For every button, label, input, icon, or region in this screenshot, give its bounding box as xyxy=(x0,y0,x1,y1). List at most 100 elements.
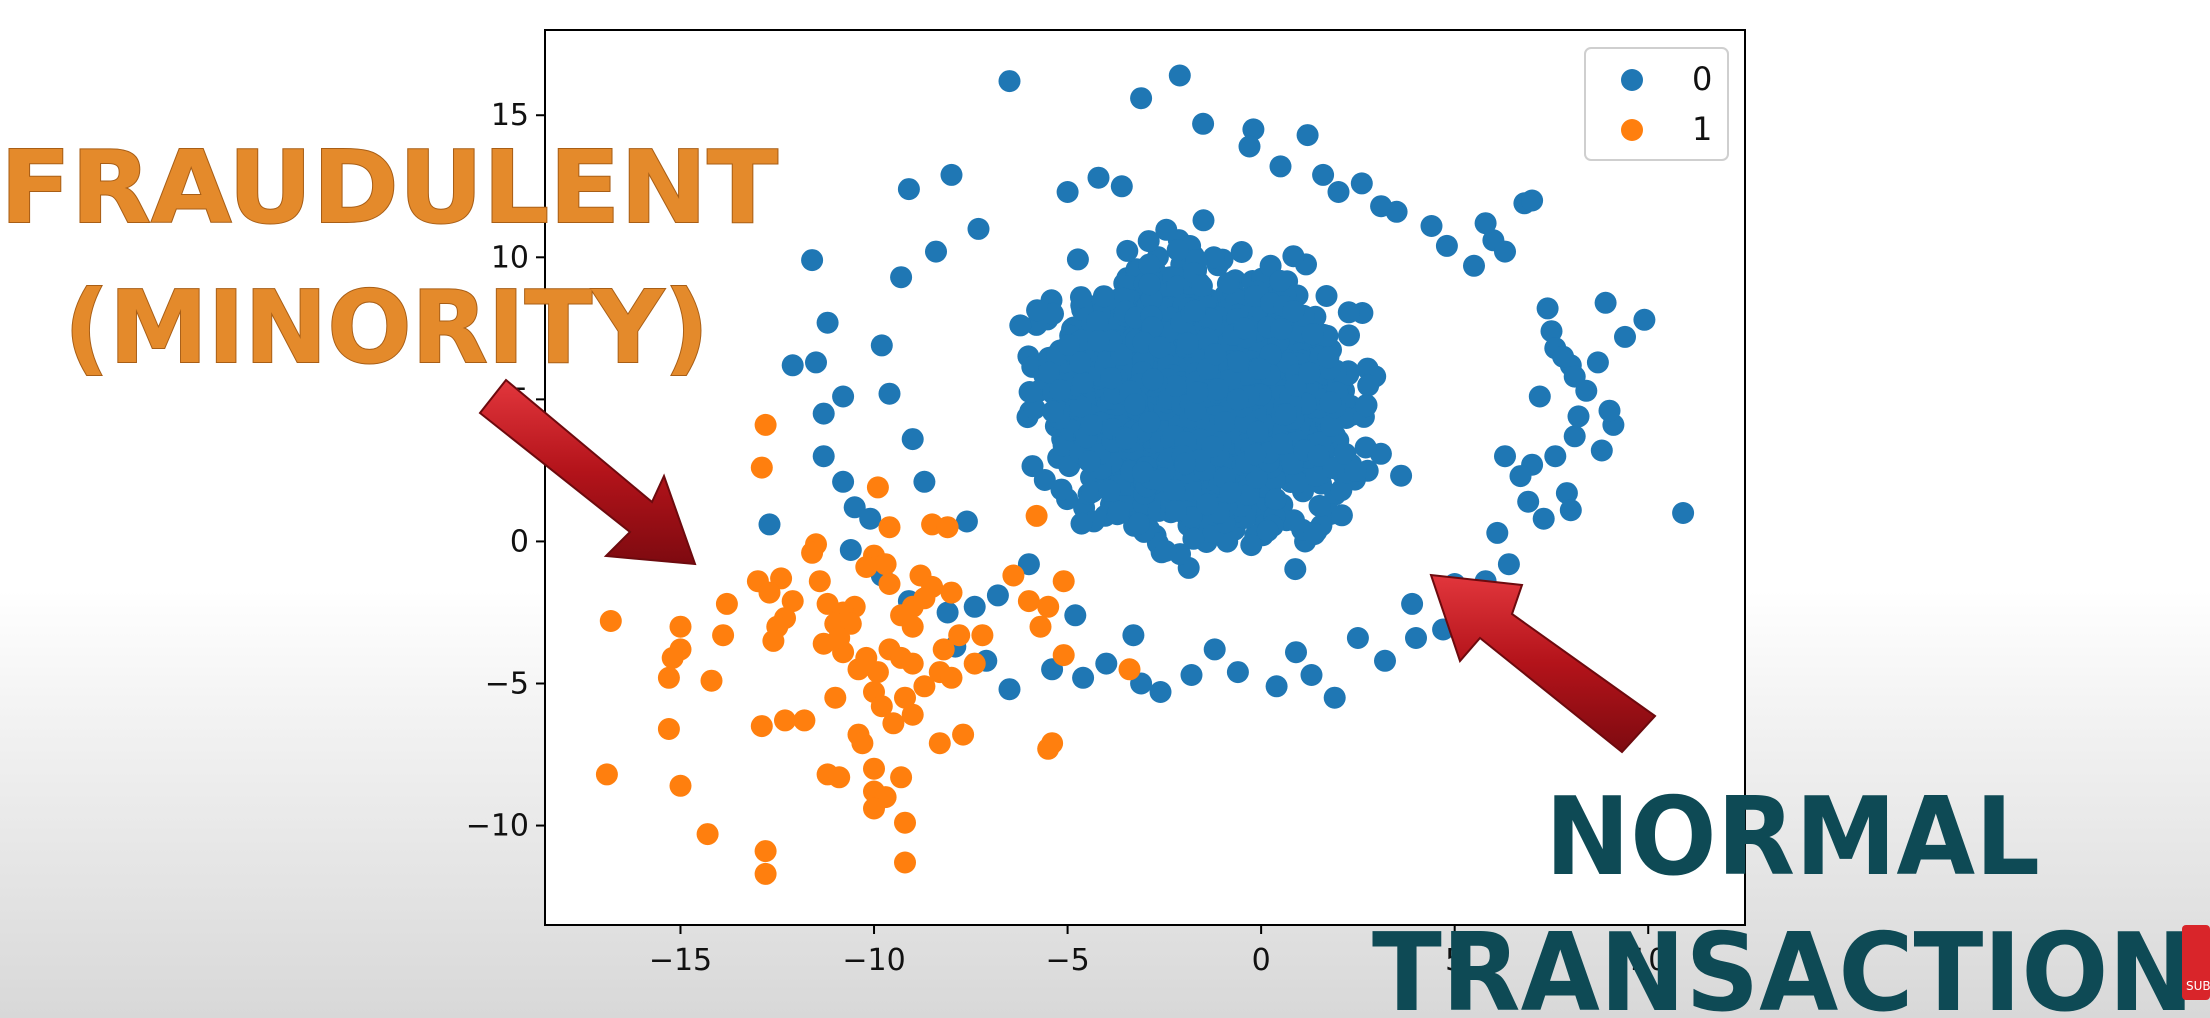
series-0-point xyxy=(1130,87,1153,110)
series-0-point xyxy=(1202,246,1225,269)
series-0-point xyxy=(998,70,1021,93)
series-1-point xyxy=(1118,658,1141,681)
series-0-point xyxy=(1344,459,1367,482)
legend: 0 1 xyxy=(1584,47,1729,161)
fraudulent-label: FRAUDULENT xyxy=(0,129,778,246)
series-0-point xyxy=(1137,230,1160,253)
series-0-point xyxy=(1098,479,1121,502)
series-0-point xyxy=(1563,425,1586,448)
series-0-point xyxy=(1080,414,1103,436)
series-0-point xyxy=(1536,297,1559,320)
series-1-point xyxy=(901,652,924,675)
series-1-point xyxy=(971,624,994,647)
series-1-point xyxy=(828,766,851,789)
series-0-point xyxy=(1559,499,1582,522)
fraud-arrow xyxy=(478,378,697,566)
series-0-point xyxy=(1330,504,1353,527)
series-0-point xyxy=(1138,411,1161,434)
series-1-point xyxy=(754,862,777,885)
series-1-point xyxy=(874,553,897,576)
series-0-point xyxy=(1165,499,1187,522)
series-0-point xyxy=(1086,310,1109,333)
legend-marker-1 xyxy=(1621,119,1643,141)
series-0-point xyxy=(1166,239,1189,261)
series-1-point xyxy=(890,766,913,789)
series-0-point xyxy=(1110,175,1133,198)
series-1-point xyxy=(894,686,916,709)
series-0-point xyxy=(1264,488,1287,511)
series-0-point xyxy=(890,266,913,289)
series-0-point xyxy=(998,678,1021,701)
series-0-point xyxy=(832,385,855,408)
series-1-point xyxy=(855,556,878,578)
series-0-point xyxy=(1237,484,1260,506)
series-0-point xyxy=(1127,512,1150,535)
x-axis: −15 −10 −5 0 5 10 xyxy=(649,925,1667,978)
y-tick-label: 0 xyxy=(510,524,529,559)
subscribe-badge[interactable]: SUB xyxy=(2182,925,2210,1000)
series-0-point xyxy=(1115,427,1138,450)
series-0-point xyxy=(1315,285,1338,307)
series-0-point xyxy=(1303,523,1326,546)
series-0-point xyxy=(901,428,924,451)
series-0-point xyxy=(1069,351,1092,374)
series-1-point xyxy=(901,615,924,638)
legend-marker-0 xyxy=(1621,69,1643,91)
series-0-point xyxy=(1245,466,1268,489)
series-0-point xyxy=(1346,627,1369,649)
series-0-point xyxy=(1305,464,1328,487)
series-0-point xyxy=(1154,540,1177,562)
y-tick-label: −10 xyxy=(466,809,529,844)
series-1-point xyxy=(882,712,905,735)
series-0-point xyxy=(801,249,824,272)
series-0-point xyxy=(1174,452,1197,475)
series-0-point xyxy=(1087,330,1110,353)
series-0-point xyxy=(1078,450,1101,473)
x-tick-label: 0 xyxy=(1252,943,1271,978)
subscribe-icon[interactable] xyxy=(2182,925,2210,1000)
series-0-point xyxy=(1214,411,1236,434)
x-tick-label: −15 xyxy=(649,943,712,978)
series-0-point xyxy=(1070,512,1093,535)
series-1-point xyxy=(1037,737,1060,760)
series-0-point xyxy=(1586,351,1609,374)
series-0-point xyxy=(1486,521,1509,544)
series-0-point xyxy=(1282,300,1305,323)
series-0-point xyxy=(1338,324,1360,347)
series-1-point xyxy=(894,811,916,834)
series-0-point xyxy=(1192,209,1215,232)
series-0-point xyxy=(1298,361,1321,384)
series-0-point xyxy=(1463,254,1485,277)
series-0-point xyxy=(1056,181,1079,203)
series-0-point xyxy=(1319,391,1342,414)
series-0-point xyxy=(1155,218,1178,241)
series-0-point xyxy=(1420,215,1443,237)
series-0-point xyxy=(1233,317,1256,340)
y-tick-label: −5 xyxy=(485,666,529,701)
series-0-point xyxy=(1023,397,1046,420)
x-tick-label: −10 xyxy=(842,943,905,978)
series-0-point xyxy=(1598,399,1621,422)
series-1-point xyxy=(801,541,824,564)
series-1-point xyxy=(913,587,936,610)
series-0-point xyxy=(1203,638,1226,661)
series-0-point xyxy=(1334,442,1357,465)
series-1-point xyxy=(1002,564,1025,587)
series-0-point xyxy=(1269,269,1292,292)
series-0-point xyxy=(1521,189,1544,212)
series-0-point xyxy=(936,601,959,624)
series-1-point xyxy=(657,718,680,740)
series-0-point xyxy=(1296,124,1319,147)
series-0-point xyxy=(1494,240,1516,263)
series-1-point xyxy=(1025,504,1048,527)
series-0-point xyxy=(1532,507,1555,530)
series-0-point xyxy=(1265,675,1288,698)
series-0-point xyxy=(1270,432,1293,455)
series-1-point xyxy=(878,516,901,539)
series-0-point xyxy=(839,539,862,561)
series-0-point xyxy=(1009,314,1032,337)
series-1-point xyxy=(863,757,885,780)
series-0-point xyxy=(1300,664,1323,686)
series-0-point xyxy=(940,163,963,186)
series-0-point xyxy=(1217,272,1240,295)
